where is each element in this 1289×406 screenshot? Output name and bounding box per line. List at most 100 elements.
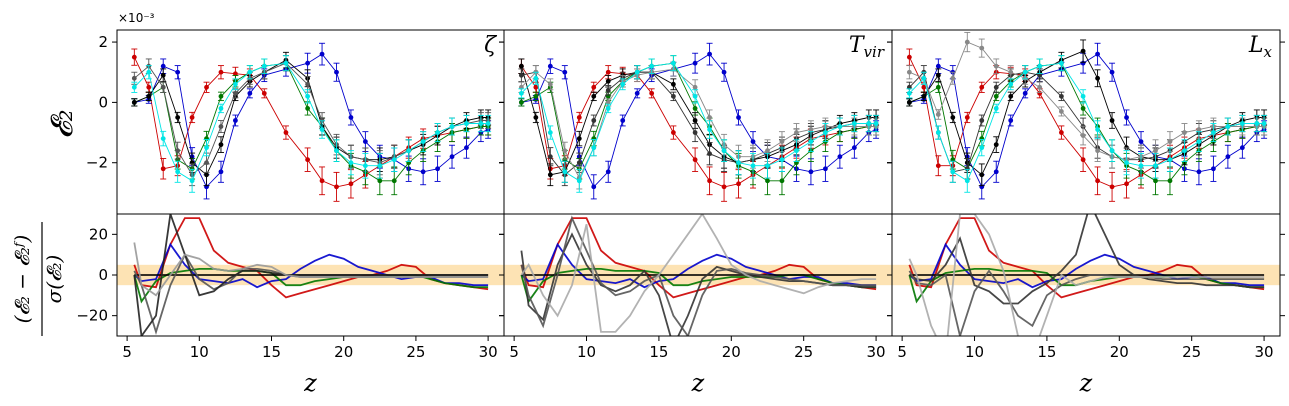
- x-axis-label: z: [691, 369, 705, 397]
- data-point: [692, 60, 698, 66]
- data-point: [906, 99, 912, 105]
- data-point: [779, 157, 785, 163]
- data-point: [319, 178, 325, 184]
- data-point: [319, 51, 325, 57]
- data-point: [218, 69, 224, 75]
- data-point: [131, 54, 137, 60]
- data-point: [547, 172, 553, 178]
- data-point: [851, 121, 857, 126]
- data-point: [562, 148, 568, 154]
- data-point: [518, 99, 524, 105]
- data-point: [305, 81, 311, 87]
- data-point: [562, 169, 568, 175]
- data-point: [334, 148, 339, 154]
- top-y-tick-label: −2: [86, 154, 108, 172]
- panel-3: 5 10 15 20 25 30 z Lx: [887, 29, 1285, 397]
- data-point: [1109, 69, 1115, 75]
- data-point: [518, 72, 524, 78]
- data-point: [1080, 133, 1086, 138]
- data-point: [823, 166, 828, 172]
- top-series-line: [909, 62, 1265, 182]
- bottom-ylabel-numerator: (𝓔₂ − 𝓔₂ᶠ): [10, 235, 34, 324]
- data-point: [750, 139, 756, 145]
- data-point: [547, 63, 553, 69]
- data-point: [1124, 115, 1129, 120]
- x-tick-label: 25: [1182, 343, 1201, 361]
- data-point: [935, 130, 941, 135]
- data-point: [1080, 93, 1086, 99]
- data-point: [1008, 93, 1014, 99]
- top-axes-frame: [116, 29, 505, 215]
- data-point: [620, 118, 626, 123]
- data-point: [420, 139, 426, 145]
- data-point: [808, 169, 814, 175]
- data-point: [533, 93, 539, 99]
- data-point: [823, 130, 828, 135]
- data-point: [334, 184, 339, 190]
- data-point: [979, 45, 985, 51]
- data-point: [692, 157, 698, 163]
- data-point: [921, 84, 927, 90]
- data-point: [449, 154, 455, 160]
- data-point: [1095, 51, 1100, 57]
- data-point: [576, 160, 582, 166]
- data-point: [1037, 84, 1043, 90]
- data-point: [707, 115, 712, 120]
- data-point: [362, 139, 368, 145]
- data-point: [547, 81, 553, 87]
- data-point: [305, 157, 311, 163]
- data-point: [605, 169, 611, 175]
- data-point: [261, 63, 267, 69]
- data-point: [1261, 121, 1267, 126]
- data-point: [670, 81, 676, 87]
- data-point: [736, 160, 741, 166]
- data-point: [1008, 118, 1014, 123]
- data-point: [649, 90, 655, 96]
- data-point: [518, 90, 524, 96]
- residual-line: [520, 232, 877, 336]
- data-point: [305, 106, 311, 111]
- bottom-y-tick-label: 20: [89, 225, 108, 243]
- data-point: [979, 84, 985, 90]
- data-point: [189, 115, 195, 120]
- data-point: [1080, 106, 1086, 111]
- data-point: [779, 139, 785, 145]
- data-point: [1138, 163, 1144, 169]
- data-point: [175, 69, 181, 75]
- data-point: [993, 63, 999, 69]
- top-series-line: [133, 62, 489, 182]
- data-point: [1211, 166, 1216, 172]
- data-point: [692, 106, 698, 111]
- data-point: [964, 178, 970, 184]
- panel-label: ζ: [484, 33, 498, 58]
- residual-line: [908, 214, 1265, 336]
- data-point: [533, 115, 539, 120]
- data-point: [435, 166, 440, 172]
- data-point: [1022, 69, 1028, 75]
- data-point: [218, 142, 224, 148]
- data-point: [146, 69, 152, 75]
- top-series-line: [134, 62, 489, 176]
- data-point: [1153, 163, 1158, 169]
- data-point: [670, 93, 676, 99]
- top-series-group: [518, 42, 880, 202]
- data-point: [377, 163, 383, 169]
- data-point: [964, 166, 970, 172]
- x-tick-label: 10: [965, 343, 984, 361]
- data-point: [391, 178, 397, 184]
- top-y-tick-label: 2: [98, 33, 108, 51]
- data-point: [204, 160, 209, 166]
- data-point: [993, 84, 999, 90]
- data-point: [1080, 48, 1086, 54]
- data-point: [1109, 184, 1115, 190]
- x-tick-label: 20: [1110, 343, 1129, 361]
- data-point: [1138, 139, 1144, 145]
- residual-line: [908, 214, 1265, 305]
- top-series-line: [521, 62, 877, 182]
- data-point: [979, 118, 985, 123]
- data-point: [707, 151, 712, 157]
- x-tick-label: 25: [406, 343, 425, 361]
- data-point: [464, 121, 469, 126]
- data-point: [1058, 130, 1064, 135]
